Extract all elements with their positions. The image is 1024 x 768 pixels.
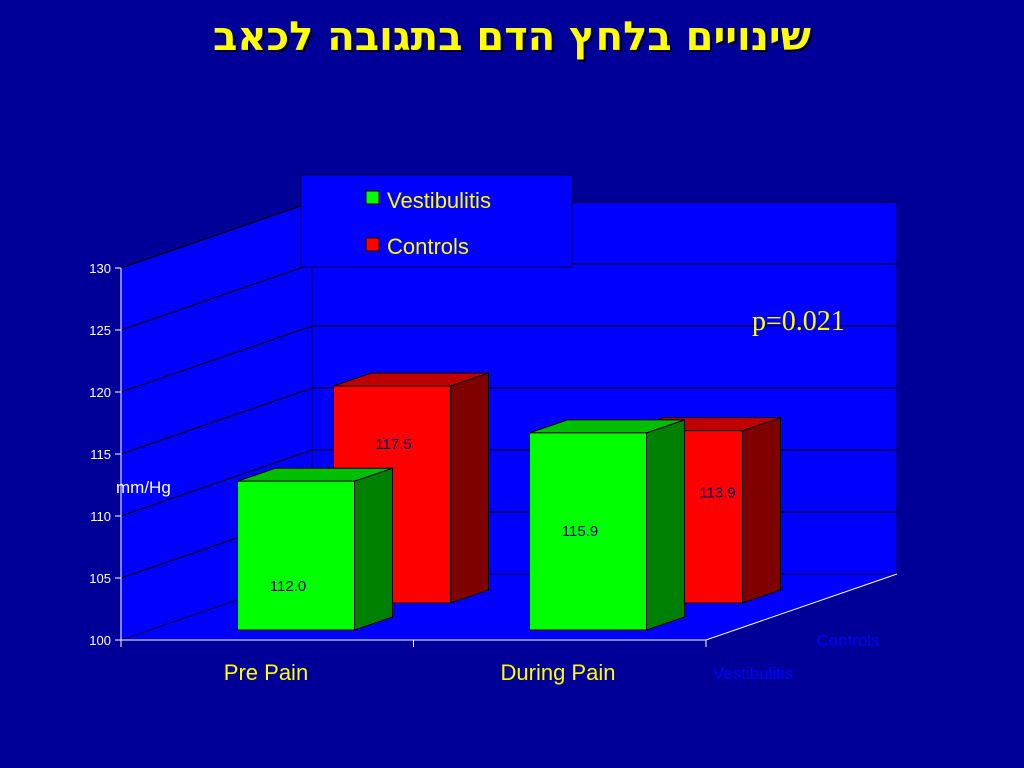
slide-title: שינויים בלחץ הדם בתגובה לכאב — [212, 14, 811, 60]
value-label-vestibulitis-pre-pain: 112.0 — [270, 578, 306, 595]
legend-swatch-vestibulitis — [365, 190, 380, 205]
bar-vestibulitis-pre-pain — [237, 467, 393, 631]
bar-front-vestibulitis-during-pain — [529, 432, 647, 631]
legend-label-controls: Controls — [387, 234, 469, 259]
bar-side-vestibulitis-during-pain — [646, 419, 685, 631]
chart-axes — [115, 267, 898, 647]
y-tick-label: 110 — [90, 509, 111, 524]
p-value-annotation: p=0.021 — [752, 306, 845, 337]
y-tick-label: 105 — [89, 571, 111, 586]
chart-labels: 100 105 110 115 120 125 130 117.5 113.9 112.0 115.… — [89, 261, 879, 685]
bar-front-vestibulitis-pre-pain — [237, 480, 355, 631]
depth-axis-label: Controls — [816, 631, 879, 650]
value-label-vestibulitis-during-pain: 115.9 — [562, 523, 598, 540]
y-tick-label: 125 — [89, 323, 111, 338]
x-category-label: During Pain — [501, 660, 616, 685]
gridline — [120, 387, 897, 455]
bar-side-vestibulitis-pre-pain — [354, 467, 393, 631]
legend-box — [300, 174, 573, 268]
y-tick-label: 115 — [90, 447, 111, 462]
x-category-label: Pre Pain — [224, 660, 308, 685]
gridline — [120, 325, 897, 393]
depth-axis-label: Vestibulitis — [713, 664, 793, 683]
legend-label-vestibulitis: Vestibulitis — [387, 188, 491, 213]
bar-side-controls-during-pain — [742, 416, 781, 604]
legend: Vestibulitis Controls — [300, 174, 573, 268]
y-tick-label: 130 — [89, 261, 111, 276]
y-axis-unit-label: mm/Hg — [116, 478, 171, 497]
y-tick-label: 120 — [89, 385, 111, 400]
y-tick-label: 100 — [89, 633, 111, 648]
bar-side-controls-pre-pain — [450, 372, 489, 604]
bar-vestibulitis-during-pain — [529, 419, 685, 631]
chart-bars — [237, 372, 781, 631]
legend-swatch-controls — [365, 237, 380, 252]
value-label-controls-during-pain: 113.9 — [699, 485, 735, 502]
depth-axis-line — [705, 573, 898, 641]
value-label-controls-pre-pain: 117.5 — [375, 436, 411, 453]
